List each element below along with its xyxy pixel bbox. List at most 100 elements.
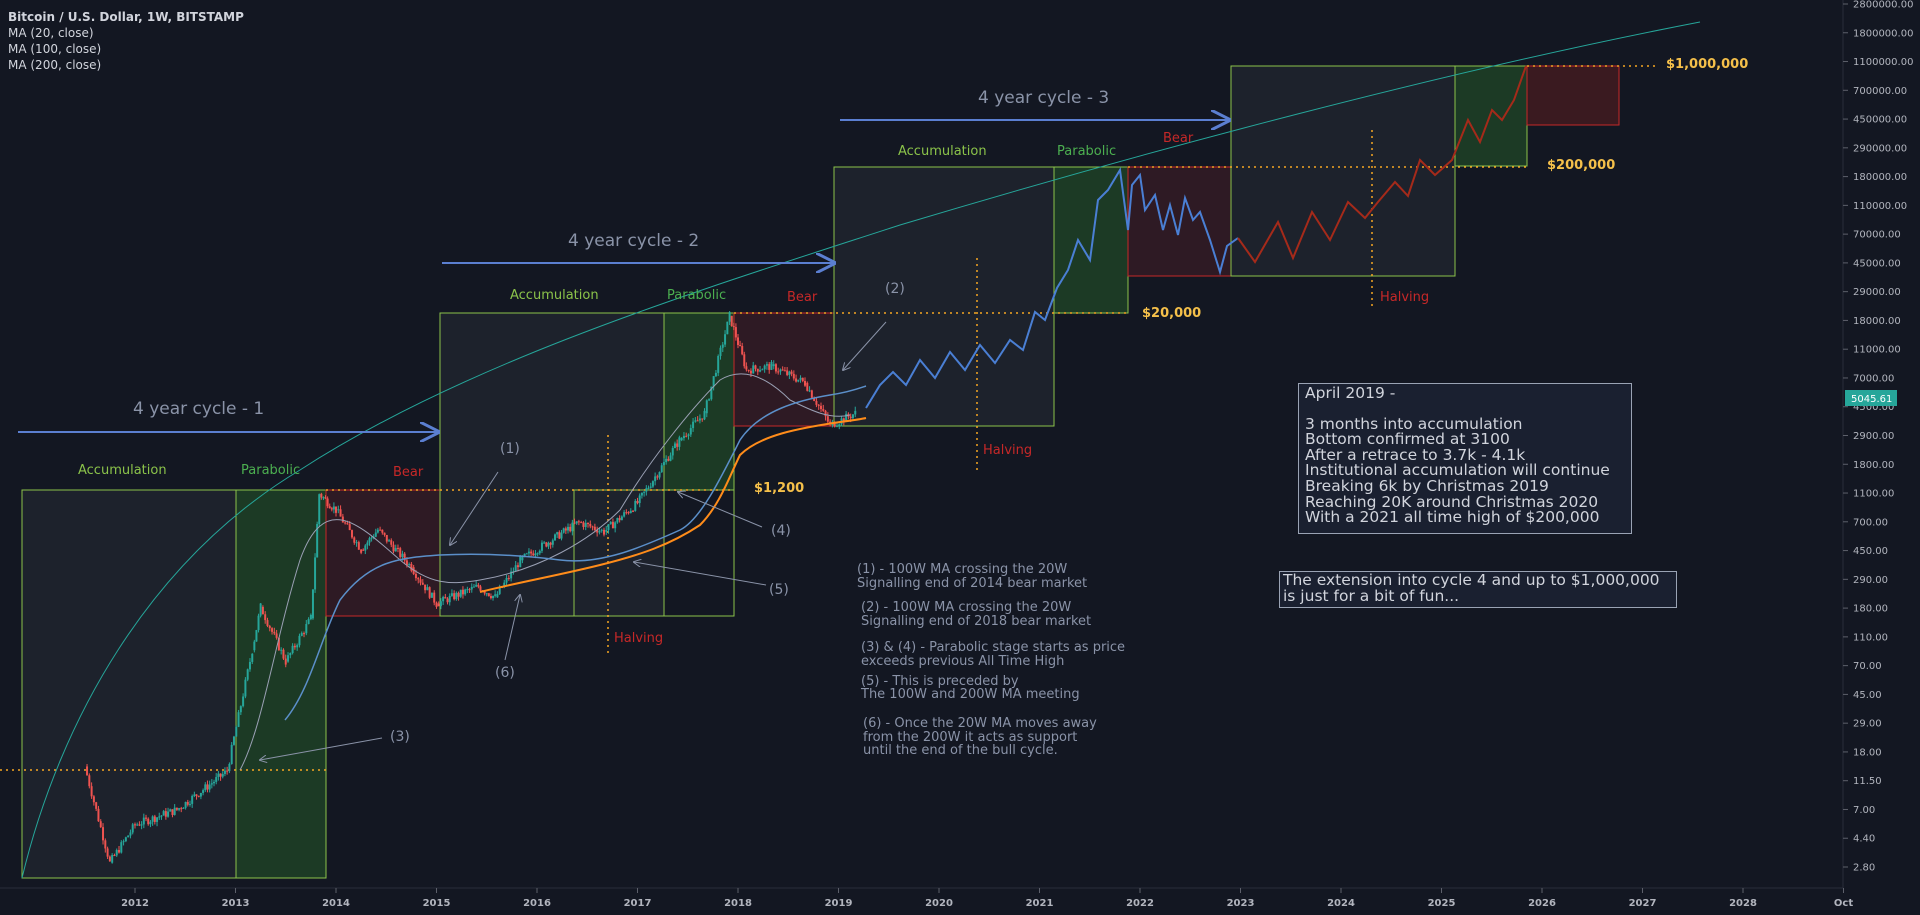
candle-body (127, 835, 130, 838)
candle-body (246, 669, 249, 680)
price-tick-label: 7000.00 (1853, 373, 1894, 384)
candle-body (822, 409, 825, 411)
candle-body (680, 438, 683, 441)
candle-body (108, 856, 111, 862)
candle-body (603, 529, 605, 535)
forecast-note-box[interactable]: April 2019 - 3 months into accumulation … (1298, 383, 1632, 534)
candle-body (134, 824, 136, 826)
forecast-line: Bottom confirmed at 3100 (1305, 430, 1510, 449)
candle-body (584, 522, 587, 527)
candle-body (324, 497, 327, 499)
candle-body (632, 510, 635, 512)
extension-note-box[interactable]: The extension into cycle 4 and up to $1,… (1279, 571, 1677, 608)
candle-body (692, 421, 695, 429)
candle-body (417, 578, 420, 580)
candle-body (835, 425, 838, 427)
price-tick-label: 45000.00 (1853, 258, 1901, 269)
halving-label-2024: Halving (1380, 290, 1429, 305)
candle-body (160, 815, 163, 817)
note-5-line-2: The 100W and 200W MA meeting (860, 687, 1080, 702)
candle-body (251, 653, 254, 662)
candle-body (140, 824, 143, 826)
candle-body (197, 795, 200, 797)
candle-body (726, 321, 729, 335)
candle-body (790, 371, 793, 374)
candle-body (806, 382, 809, 391)
candle-body (164, 811, 167, 817)
price-tick-label: 290000.00 (1853, 143, 1907, 154)
candle-body (507, 577, 510, 579)
candle-body (838, 424, 841, 426)
indicator-ma20[interactable]: MA (20, close) (8, 26, 94, 40)
candle-body (348, 524, 351, 531)
price-tick-label: 18000.00 (1853, 316, 1901, 327)
candle-body (510, 571, 513, 579)
candle-body (519, 556, 522, 568)
candle-body (728, 312, 731, 322)
candle-body (426, 587, 429, 591)
candle-body (525, 553, 528, 555)
candle-body (232, 736, 235, 745)
candle-body (627, 512, 630, 514)
candle-body (213, 781, 216, 784)
halving-label-2016: Halving (614, 631, 663, 646)
candle-body (271, 628, 274, 632)
candle-body (724, 334, 727, 345)
c3-parabolic-label: Parabolic (1057, 144, 1116, 159)
candle-body (647, 487, 650, 489)
candle-body (564, 528, 567, 531)
candle-body (799, 377, 802, 380)
time-tick-label: Oct (1834, 898, 1853, 909)
time-tick-label: 2027 (1629, 898, 1657, 909)
candle-body (335, 506, 337, 513)
candle-body (199, 792, 202, 797)
candle-body (392, 544, 395, 552)
price-tick-label: 700000.00 (1853, 86, 1907, 97)
candle-body (580, 522, 583, 524)
candle-body (817, 404, 820, 406)
time-tick-label: 2020 (925, 898, 953, 909)
candle-body (530, 551, 533, 554)
halving-label-2020: Halving (983, 443, 1032, 458)
candle-body (494, 594, 497, 596)
c1-accumulation-zone (21, 489, 237, 879)
c3-bear-label: Bear (1163, 131, 1194, 146)
candle-body (468, 589, 471, 591)
candle-body (257, 615, 260, 631)
candle-body (819, 405, 822, 410)
indicator-ma200[interactable]: MA (200, close) (8, 58, 102, 72)
candle-body (268, 625, 271, 629)
candle-body (111, 855, 114, 863)
candle-body (457, 592, 460, 597)
current-price-badge-bg (1845, 390, 1897, 406)
candle-body (405, 560, 408, 566)
candle-body (332, 506, 335, 510)
forecast-line: 3 months into accumulation (1305, 414, 1523, 433)
indicator-ma100[interactable]: MA (100, close) (8, 42, 102, 56)
c1-accumulation-label: Accumulation (78, 463, 167, 478)
price-tick-label: 1100.00 (1853, 489, 1894, 500)
candle-body (845, 413, 848, 422)
candle-body (221, 773, 224, 777)
c3-parabolic-zone (1053, 166, 1129, 314)
candle-body (558, 532, 561, 539)
time-tick-label: 2017 (624, 898, 652, 909)
candle-body (186, 801, 189, 805)
price-tick-label: 11000.00 (1853, 345, 1901, 356)
note-1-line-1: (1) - 100W MA crossing the 20W (857, 562, 1067, 577)
time-axis[interactable]: 2012 2013 2014 2015 2016 2017 2018 2019 2020 2021… (121, 888, 1853, 909)
price-tick-label: 450.00 (1853, 546, 1888, 557)
candle-body (280, 649, 283, 651)
candle-body (459, 589, 462, 597)
candle-body (678, 437, 681, 447)
candle-body (756, 368, 759, 372)
candle-body (682, 435, 685, 439)
price-axis[interactable]: 2800000.00 1800000.00 1100000.00 700000.00 4… (1843, 0, 1913, 874)
candle-body (162, 811, 165, 816)
candle-body (761, 369, 764, 371)
forecast-line: With a 2021 all time high of $200,000 (1305, 508, 1600, 527)
candle-body (102, 827, 105, 841)
price-tick-label: 180000.00 (1853, 172, 1907, 183)
marker-4-pointer (678, 492, 763, 528)
